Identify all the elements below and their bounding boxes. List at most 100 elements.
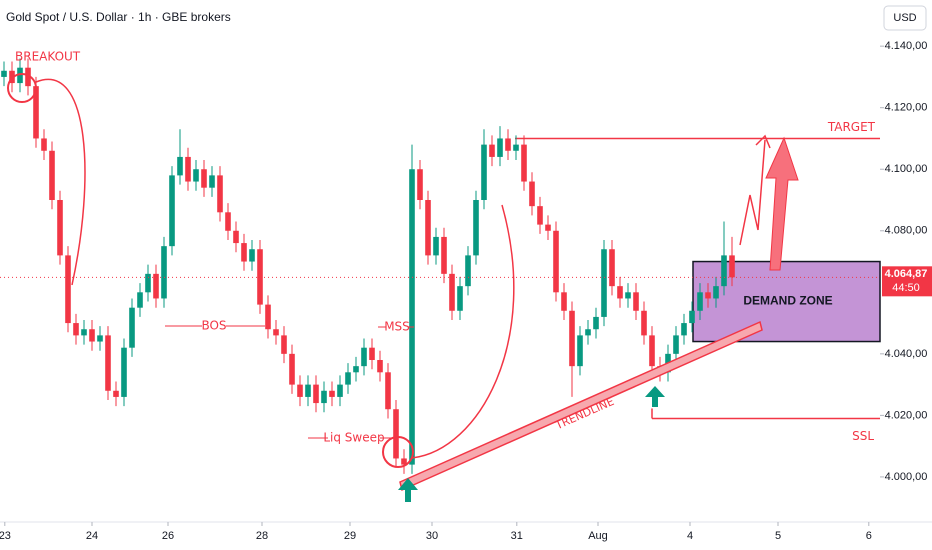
- candle-body: [473, 200, 479, 256]
- candle-body: [217, 175, 223, 213]
- candle-body: [681, 323, 687, 336]
- candle-body: [353, 366, 359, 373]
- candle-body: [49, 150, 55, 200]
- candle-body: [617, 286, 623, 299]
- candle-body: [193, 169, 199, 182]
- candle-body: [457, 286, 463, 311]
- candle-body: [313, 384, 319, 404]
- y-tick-label: 4.040,00: [885, 348, 928, 360]
- breakout-label: BREAKOUT: [15, 50, 81, 64]
- x-tick-label: 26: [162, 530, 174, 542]
- x-tick-label: 28: [256, 530, 268, 542]
- up-arrow: [398, 478, 418, 502]
- candle-body: [337, 384, 343, 397]
- candle-body: [65, 255, 71, 324]
- candle-body: [233, 230, 239, 244]
- candle-body: [289, 353, 295, 385]
- candle-body: [385, 372, 391, 410]
- candle-body: [113, 390, 119, 397]
- candle-body: [641, 310, 647, 336]
- candle-body: [601, 249, 607, 317]
- candle-body: [153, 273, 159, 299]
- candle-body: [393, 409, 399, 459]
- last-price-box: [882, 266, 932, 297]
- y-tick-label: 4.120,00: [885, 102, 928, 114]
- mss-label: MSS: [384, 320, 410, 334]
- candle-body: [433, 236, 439, 256]
- candle-body: [489, 144, 495, 157]
- y-tick-label: 4.140,00: [885, 40, 928, 52]
- candle-body: [177, 156, 183, 176]
- candle-body: [273, 329, 279, 336]
- candle-body: [57, 200, 63, 256]
- breakout-curve: [35, 78, 86, 286]
- candle-body: [425, 200, 431, 256]
- candle-body: [33, 86, 39, 139]
- candle-body: [593, 316, 599, 330]
- x-tick-label: 30: [426, 530, 438, 542]
- liq-sweep-label: Liq Sweep: [323, 431, 384, 445]
- currency-button[interactable]: [883, 5, 927, 31]
- x-tick-label: 6: [866, 530, 872, 542]
- candle-body: [625, 292, 631, 299]
- plot-area: [0, 58, 881, 474]
- candle-body: [297, 384, 303, 397]
- candle-body: [577, 335, 583, 367]
- candle-body: [649, 335, 655, 367]
- candle-body: [377, 360, 383, 373]
- mss-curve: [411, 204, 515, 459]
- candle-body: [481, 144, 487, 200]
- projection-head: [755, 134, 771, 149]
- y-tick-label: 4.020,00: [885, 409, 928, 421]
- x-tick-label: 23: [0, 530, 11, 542]
- candle-body: [417, 169, 423, 200]
- candle-body: [329, 390, 335, 397]
- candle-body: [41, 138, 47, 151]
- candle-body: [145, 273, 151, 293]
- candle-body: [209, 175, 215, 188]
- candle-body: [729, 255, 735, 278]
- candle-body: [561, 292, 567, 311]
- candle-body: [137, 292, 143, 308]
- candle-body: [25, 67, 31, 87]
- candle-body: [441, 236, 447, 274]
- x-tick-label: 29: [344, 530, 356, 542]
- candle-body: [465, 255, 471, 287]
- candle-body: [305, 384, 311, 397]
- breakout-circle: [7, 73, 37, 103]
- big-arrow: [765, 136, 799, 271]
- candle-body: [689, 310, 695, 324]
- candle-body: [697, 292, 703, 311]
- candle-body: [673, 335, 679, 354]
- candle-body: [321, 390, 327, 404]
- candle-body: [545, 224, 551, 231]
- x-tick-label: Aug: [588, 530, 608, 542]
- candle-body: [249, 249, 255, 262]
- x-tick-label: 31: [511, 530, 523, 542]
- candle-body: [161, 246, 167, 299]
- y-tick-label: 4.100,00: [885, 163, 928, 175]
- candle-body: [609, 249, 615, 287]
- candle-body: [73, 323, 79, 336]
- candle-body: [265, 304, 271, 330]
- up-arrow: [645, 386, 665, 407]
- candle-body: [713, 286, 719, 299]
- candle-body: [505, 138, 511, 151]
- candle-body: [401, 458, 407, 465]
- sweep-circle: [382, 436, 414, 468]
- candle-body: [281, 335, 287, 354]
- ssl-label: SSL: [852, 429, 874, 443]
- candle-body: [201, 169, 207, 188]
- candle-body: [129, 307, 135, 348]
- candle-body: [585, 329, 591, 336]
- candle-body: [185, 156, 191, 182]
- demand-zone-label: DEMAND ZONE: [743, 294, 832, 308]
- candle-body: [97, 335, 103, 342]
- currency-label[interactable]: USD: [893, 12, 916, 24]
- bos-label: BOS: [201, 319, 226, 333]
- candle-body: [553, 230, 559, 293]
- candle-body: [169, 175, 175, 247]
- candle-body: [529, 181, 535, 207]
- chart-title: Gold Spot / U.S. Dollar · 1h · GBE broke…: [6, 10, 231, 24]
